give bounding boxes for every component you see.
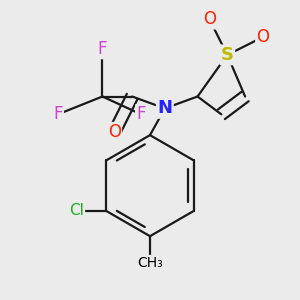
Text: O: O: [108, 123, 121, 141]
Text: N: N: [158, 99, 172, 117]
Text: Cl: Cl: [69, 203, 84, 218]
Text: F: F: [136, 105, 146, 123]
Text: CH₃: CH₃: [137, 256, 163, 270]
Text: F: F: [98, 40, 107, 58]
Text: O: O: [256, 28, 269, 46]
Text: F: F: [53, 105, 63, 123]
Text: O: O: [203, 10, 216, 28]
Text: S: S: [221, 46, 234, 64]
